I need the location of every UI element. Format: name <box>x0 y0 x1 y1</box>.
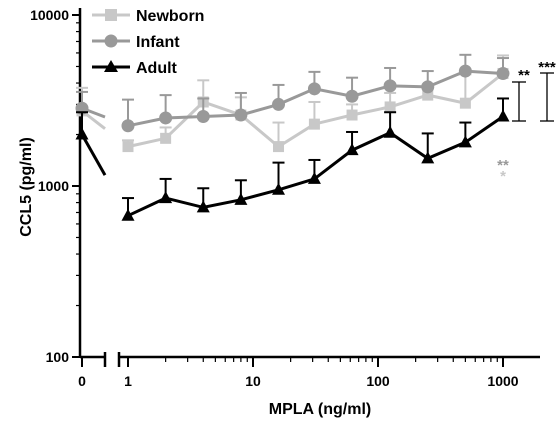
series-newborn <box>76 54 509 153</box>
data-point <box>308 118 320 130</box>
series-layer <box>75 53 510 221</box>
series-line-control <box>80 133 107 176</box>
data-point <box>121 119 135 133</box>
data-point <box>122 141 134 153</box>
sig-label-adult: ** <box>518 67 530 84</box>
data-point <box>273 141 285 153</box>
data-point <box>307 82 321 96</box>
legend-item-infant: Infant <box>92 34 180 51</box>
y-tick-100: 100 <box>46 349 80 365</box>
x-tick-100: 100 <box>366 357 390 389</box>
data-point <box>421 80 435 94</box>
x-axis <box>80 352 540 367</box>
x-axis-title: MPLA (ng/ml) <box>269 401 372 418</box>
legend-item-adult: Adult <box>92 60 178 77</box>
x-minor-ticks <box>165 357 498 362</box>
data-point <box>234 192 248 205</box>
x-tick-label: 1 <box>124 373 132 389</box>
data-point <box>496 109 510 122</box>
data-point <box>346 109 358 121</box>
data-point <box>458 135 472 148</box>
data-point <box>422 89 434 101</box>
legend-label-adult: Adult <box>136 60 178 77</box>
data-point <box>383 79 397 93</box>
legend-item-newborn: Newborn <box>92 8 204 25</box>
data-point <box>383 125 397 138</box>
x-tick-1: 1 <box>124 357 132 389</box>
data-point <box>345 143 359 156</box>
data-point <box>272 182 286 195</box>
x-tick-10: 10 <box>245 357 261 389</box>
data-point <box>121 208 135 221</box>
data-point <box>75 127 89 140</box>
sig-label-adult-2: *** <box>538 59 556 76</box>
data-point <box>307 171 321 184</box>
x-tick-0: 0 <box>78 357 86 389</box>
data-point <box>234 108 248 122</box>
x-tick-label: 0 <box>78 373 86 389</box>
series-infant <box>75 53 510 133</box>
series-adult <box>75 97 510 221</box>
data-point <box>272 97 286 111</box>
x-tick-1000: 1000 <box>487 357 519 389</box>
legend-label-infant: Infant <box>136 34 180 51</box>
x-tick-label: 100 <box>366 373 390 389</box>
data-point <box>159 191 173 204</box>
y-tick-label: 100 <box>46 349 70 365</box>
sig-label-newborn: * <box>500 168 506 185</box>
y-tick-label: 10000 <box>30 7 69 23</box>
legend-label-newborn: Newborn <box>136 8 204 25</box>
series-line <box>127 115 504 218</box>
triangle-marker-icon <box>104 60 118 72</box>
circle-marker-icon <box>104 34 118 48</box>
data-point <box>345 89 359 103</box>
y-axis-title: CCL5 (pg/ml) <box>18 137 35 237</box>
y-tick-label: 1000 <box>38 178 69 194</box>
data-point <box>496 66 510 80</box>
data-point <box>458 64 472 78</box>
y-axis <box>78 8 82 357</box>
x-tick-label: 1000 <box>487 373 518 389</box>
data-point <box>196 109 210 123</box>
data-point <box>196 200 210 213</box>
data-point <box>160 132 172 144</box>
y-tick-1000: 1000 <box>38 178 80 194</box>
significance-bracket-adult-2: *** <box>538 59 556 122</box>
y-tick-10000: 10000 <box>30 7 80 23</box>
sig-label-infant: ** <box>497 157 509 174</box>
data-point <box>421 151 435 164</box>
square-marker-icon <box>105 9 117 21</box>
data-point <box>384 101 396 113</box>
legend: Newborn Infant Adult <box>92 8 204 77</box>
significance-bracket-adult: ** <box>512 67 530 122</box>
x-tick-label: 10 <box>245 373 261 389</box>
data-point <box>159 111 173 125</box>
data-point <box>459 97 471 109</box>
